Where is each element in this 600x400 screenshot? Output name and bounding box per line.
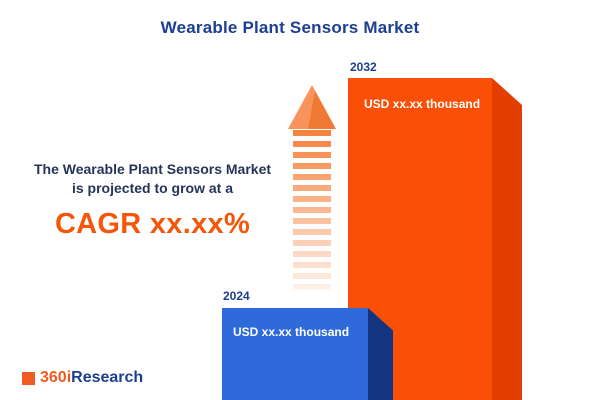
- bar-2032-value-label: USD xx.xx thousand: [364, 97, 481, 111]
- growth-arrow-icon: [288, 85, 336, 129]
- logo-prefix: 360i: [40, 369, 72, 386]
- logo-text: 360iResearch: [40, 369, 143, 387]
- bar-2032-side-face: [492, 78, 522, 400]
- growth-arrow-dashes: [293, 130, 331, 290]
- growth-message: The Wearable Plant Sensors Market is pro…: [5, 160, 300, 241]
- growth-message-line2: is projected to grow at a: [71, 180, 234, 196]
- bar-2032-year-label: 2032: [350, 60, 377, 74]
- bar-2024-year-label: 2024: [223, 289, 250, 303]
- bar-2024-value-label: USD xx.xx thousand: [233, 325, 350, 339]
- logo-mark-icon: [22, 371, 35, 385]
- cagr-text: CAGR xx.xx%: [54, 208, 251, 240]
- growth-message-line1: The Wearable Plant Sensors Market: [33, 161, 272, 177]
- bar-2024: [222, 308, 368, 400]
- logo-suffix: Research: [71, 369, 144, 386]
- brand-logo: 360iResearch: [22, 369, 143, 387]
- chart-title: Wearable Plant Sensors Market: [160, 18, 420, 37]
